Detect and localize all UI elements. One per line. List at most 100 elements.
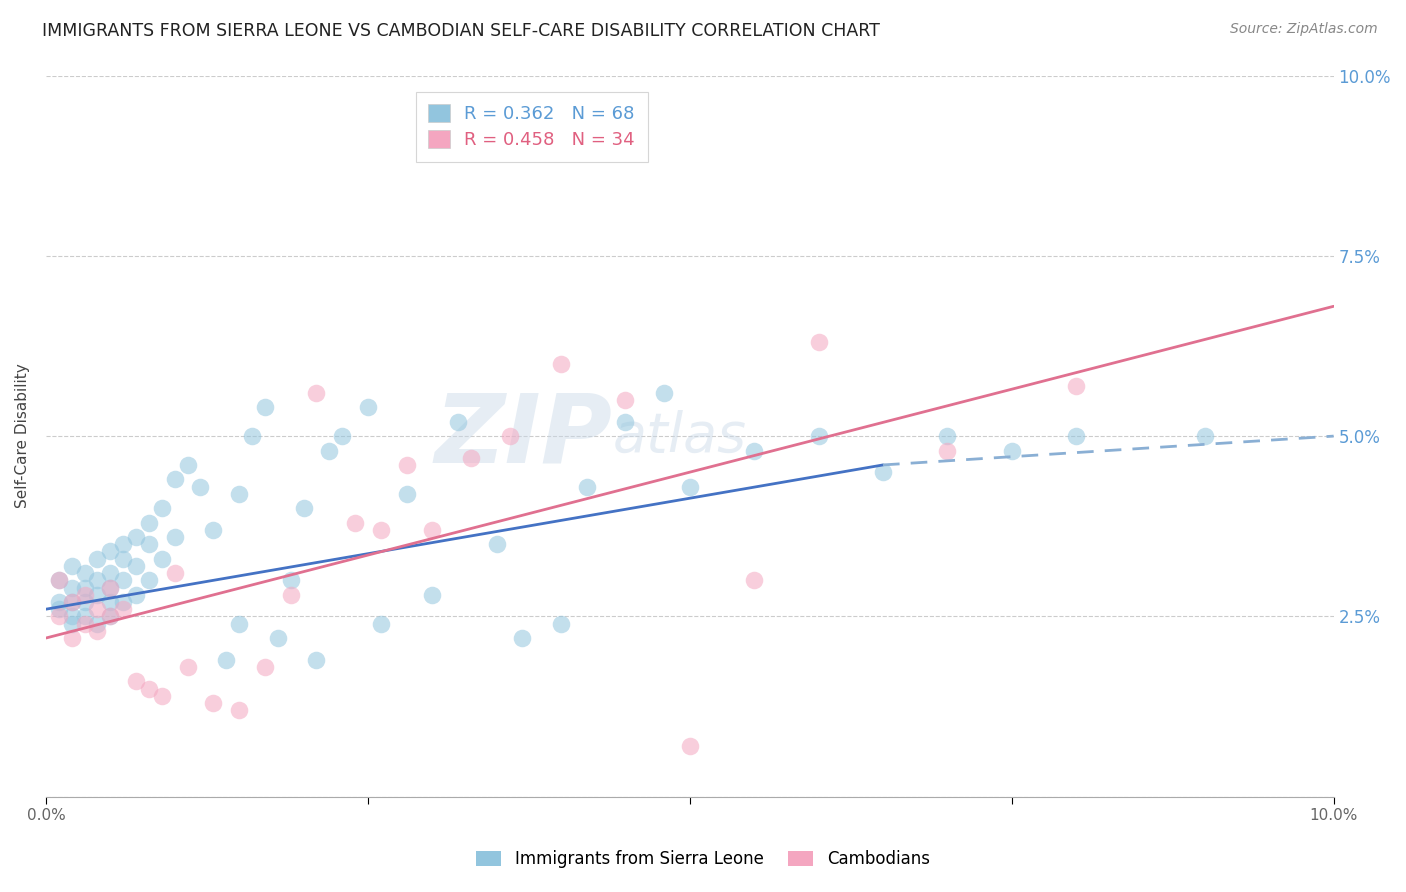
Point (86, 624, 108, 638)
Point (73, 609, 96, 624)
Point (48, 609, 70, 624)
Legend: Immigrants from Sierra Leone, Cambodians: Immigrants from Sierra Leone, Cambodians (470, 844, 936, 875)
Point (48, 574, 70, 588)
Point (460, 450, 482, 465)
Point (807, 335, 830, 350)
Point (112, 551, 135, 566)
Point (60, 616, 83, 631)
Point (679, 479, 702, 493)
Point (614, 392, 637, 407)
Point (190, 479, 212, 493)
Point (1064, 378, 1087, 392)
Text: Source: ZipAtlas.com: Source: ZipAtlas.com (1230, 22, 1378, 37)
Point (125, 674, 148, 689)
Point (98, 581, 121, 595)
Point (240, 429, 263, 443)
Point (73, 588, 96, 602)
Point (575, 479, 598, 493)
Text: ZIP: ZIP (434, 390, 613, 483)
Point (512, 631, 534, 645)
Point (936, 429, 959, 443)
Point (305, 385, 328, 400)
Point (48, 595, 70, 609)
Point (98, 595, 121, 609)
Point (280, 574, 302, 588)
Point (305, 653, 328, 667)
Y-axis label: Self-Care Disability: Self-Care Disability (15, 364, 30, 508)
Point (343, 516, 366, 530)
Point (202, 696, 225, 710)
Point (652, 385, 675, 400)
Point (112, 595, 135, 609)
Point (60, 631, 83, 645)
Point (98, 566, 121, 581)
Point (936, 443, 959, 458)
Point (48, 574, 70, 588)
Point (253, 401, 276, 415)
Point (112, 574, 135, 588)
Point (112, 537, 135, 551)
Point (98, 609, 121, 624)
Point (86, 588, 108, 602)
Point (98, 544, 121, 558)
Point (73, 566, 96, 581)
Point (1064, 429, 1087, 443)
Point (370, 523, 392, 537)
Point (485, 537, 508, 551)
Point (498, 429, 520, 443)
Point (163, 566, 186, 581)
Point (176, 458, 198, 472)
Point (138, 537, 160, 551)
Point (125, 530, 148, 544)
Point (73, 595, 96, 609)
Point (267, 631, 290, 645)
Point (138, 681, 160, 696)
Point (86, 616, 108, 631)
Point (1001, 443, 1024, 458)
Point (163, 530, 186, 544)
Point (807, 429, 830, 443)
Point (447, 415, 470, 429)
Point (150, 551, 173, 566)
Point (370, 616, 392, 631)
Text: IMMIGRANTS FROM SIERRA LEONE VS CAMBODIAN SELF-CARE DISABILITY CORRELATION CHART: IMMIGRANTS FROM SIERRA LEONE VS CAMBODIA… (42, 22, 880, 40)
Point (228, 487, 250, 501)
Point (138, 516, 160, 530)
Point (60, 595, 83, 609)
Point (98, 609, 121, 624)
Point (48, 602, 70, 616)
Point (86, 602, 108, 616)
Point (228, 616, 250, 631)
Point (253, 660, 276, 674)
Point (60, 581, 83, 595)
Point (98, 581, 121, 595)
Point (420, 523, 443, 537)
Point (1194, 429, 1216, 443)
Point (125, 558, 148, 573)
Point (125, 588, 148, 602)
Point (150, 689, 173, 703)
Point (357, 401, 380, 415)
Point (330, 429, 353, 443)
Point (60, 609, 83, 624)
Text: atlas: atlas (613, 409, 747, 463)
Point (550, 357, 572, 371)
Point (742, 443, 765, 458)
Point (138, 574, 160, 588)
Point (292, 501, 315, 516)
Point (872, 465, 894, 479)
Point (176, 660, 198, 674)
Point (86, 551, 108, 566)
Point (395, 487, 418, 501)
Point (112, 602, 135, 616)
Point (614, 415, 637, 429)
Point (215, 653, 238, 667)
Point (420, 588, 443, 602)
Point (150, 501, 173, 516)
Point (163, 472, 186, 486)
Point (73, 616, 96, 631)
Point (202, 523, 225, 537)
Point (60, 595, 83, 609)
Point (550, 616, 572, 631)
Legend: R = 0.362   N = 68, R = 0.458   N = 34: R = 0.362 N = 68, R = 0.458 N = 34 (416, 92, 648, 161)
